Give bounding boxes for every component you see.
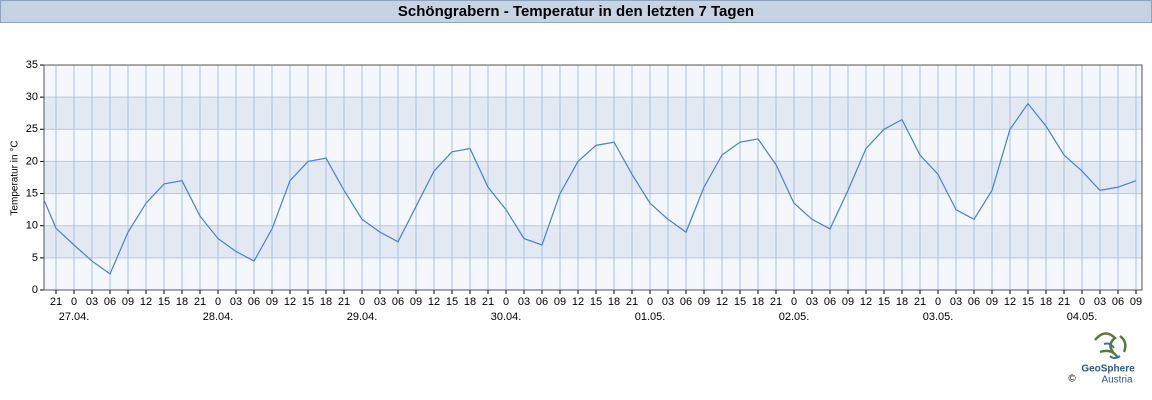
x-tick-label: 06	[1112, 296, 1124, 308]
x-tick-label: 06	[536, 296, 548, 308]
y-tick-label: 10	[26, 220, 38, 232]
x-tick-label: 03	[662, 296, 674, 308]
x-tick-label: 0	[215, 296, 221, 308]
x-tick-label: 09	[266, 296, 278, 308]
chart-title: Schöngrabern - Temperatur in den letzten…	[398, 3, 754, 20]
x-tick-label: 21	[194, 296, 206, 308]
x-tick-label: 06	[104, 296, 116, 308]
x-tick-label: 15	[878, 296, 890, 308]
x-tick-label: 03	[518, 296, 530, 308]
x-tick-label: 09	[410, 296, 422, 308]
x-tick-label: 09	[842, 296, 854, 308]
x-tick-label: 21	[50, 296, 62, 308]
x-tick-label: 0	[503, 296, 509, 308]
x-tick-label: 03	[86, 296, 98, 308]
x-tick-label: 15	[734, 296, 746, 308]
x-tick-label: 03	[230, 296, 242, 308]
x-tick-label: 0	[791, 296, 797, 308]
x-tick-label: 06	[968, 296, 980, 308]
x-tick-label: 09	[554, 296, 566, 308]
x-tick-label: 0	[647, 296, 653, 308]
date-label: 30.04.	[491, 311, 522, 323]
y-tick-label: 25	[26, 123, 38, 135]
x-tick-label: 15	[1022, 296, 1034, 308]
x-tick-label: 18	[464, 296, 476, 308]
x-tick-label: 12	[428, 296, 440, 308]
x-tick-label: 18	[1040, 296, 1052, 308]
date-label: 03.05.	[923, 311, 954, 323]
grid-band	[44, 225, 1142, 258]
x-tick-label: 03	[950, 296, 962, 308]
temperature-line	[43, 102, 1137, 275]
x-tick-label: 09	[698, 296, 710, 308]
x-tick-label: 0	[935, 296, 941, 308]
x-tick-label: 12	[860, 296, 872, 308]
date-label: 02.05.	[779, 311, 810, 323]
date-label: 28.04.	[203, 311, 234, 323]
logo-icon	[1103, 342, 1121, 359]
date-label: 01.05.	[635, 311, 666, 323]
x-tick-label: 21	[626, 296, 638, 308]
y-tick-label: 15	[26, 187, 38, 199]
y-axis-label: Temperatur in °C	[10, 140, 21, 215]
y-tick-label: 0	[32, 284, 38, 296]
plot-border	[43, 64, 1143, 291]
logo-name: GeoSphere	[1081, 364, 1135, 375]
grid-band	[44, 161, 1142, 194]
x-tick-label: 21	[338, 296, 350, 308]
x-tick-label: 12	[572, 296, 584, 308]
x-tick-label: 12	[1004, 296, 1016, 308]
logo-sub: Austria	[1101, 375, 1133, 386]
x-tick-label: 12	[140, 296, 152, 308]
x-tick-label: 15	[446, 296, 458, 308]
logo: GeoSphere Austria ©	[1068, 332, 1135, 386]
x-tick-label: 21	[1058, 296, 1070, 308]
x-tick-label: 0	[359, 296, 365, 308]
x-tick-label: 15	[590, 296, 602, 308]
y-tick-label: 30	[26, 91, 38, 103]
x-tick-label: 18	[608, 296, 620, 308]
grid-band	[44, 97, 1142, 130]
y-tick-label: 5	[32, 252, 38, 264]
x-tick-label: 21	[482, 296, 494, 308]
x-tick-label: 18	[896, 296, 908, 308]
x-tick-label: 12	[284, 296, 296, 308]
y-tick-label: 20	[26, 155, 38, 167]
x-tick-label: 15	[302, 296, 314, 308]
x-tick-label: 09	[1130, 296, 1142, 308]
date-label: 27.04.	[59, 311, 90, 323]
x-tick-label: 0	[1079, 296, 1085, 308]
x-tick-label: 06	[680, 296, 692, 308]
x-tick-label: 18	[320, 296, 332, 308]
x-tick-label: 09	[986, 296, 998, 308]
x-tick-label: 18	[176, 296, 188, 308]
date-label: 29.04.	[347, 311, 378, 323]
x-tick-label: 0	[71, 296, 77, 308]
x-tick-label: 06	[248, 296, 260, 308]
date-label: 04.05.	[1067, 311, 1098, 323]
x-tick-label: 12	[716, 296, 728, 308]
y-tick-label: 35	[26, 59, 38, 71]
x-tick-label: 21	[914, 296, 926, 308]
x-tick-label: 15	[158, 296, 170, 308]
x-tick-label: 03	[806, 296, 818, 308]
x-tick-label: 06	[392, 296, 404, 308]
x-tick-label: 21	[770, 296, 782, 308]
x-tick-label: 18	[752, 296, 764, 308]
x-tick-label: 03	[374, 296, 386, 308]
x-tick-label: 09	[122, 296, 134, 308]
x-tick-label: 03	[1094, 296, 1106, 308]
copyright: ©	[1068, 374, 1076, 385]
x-tick-label: 06	[824, 296, 836, 308]
logo-icon	[1094, 332, 1127, 359]
